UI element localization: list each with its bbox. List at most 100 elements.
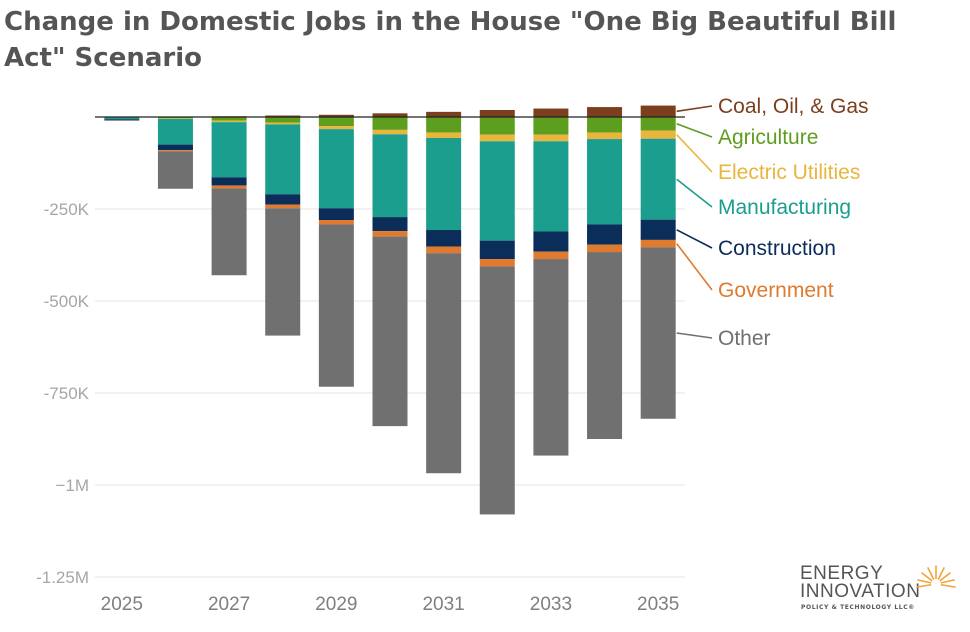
bar-segment bbox=[265, 204, 301, 209]
legend-label: Government bbox=[718, 279, 834, 302]
bar-segment bbox=[587, 224, 623, 245]
bar-segment bbox=[265, 117, 301, 123]
bar-segment bbox=[533, 259, 569, 456]
legend: Coal, Oil, & Gas Agriculture Electric Util… bbox=[676, 95, 869, 350]
legend-label: Construction bbox=[718, 237, 836, 260]
bar-segment bbox=[372, 129, 408, 135]
bar-segment bbox=[640, 239, 676, 248]
x-tick-label: 2029 bbox=[315, 594, 357, 615]
bar-segment bbox=[587, 139, 623, 225]
bar-segment bbox=[640, 219, 676, 240]
bar-segment bbox=[479, 141, 515, 241]
bar-segment bbox=[426, 132, 462, 138]
legend-label: Electric Utilities bbox=[718, 161, 860, 184]
legend-leader-line bbox=[676, 134, 713, 173]
bar-segment bbox=[318, 126, 354, 130]
y-tick-label: -250K bbox=[44, 200, 90, 219]
bar-segment bbox=[640, 117, 676, 131]
bar-segment bbox=[426, 229, 462, 247]
legend-label: Agriculture bbox=[718, 126, 818, 149]
legend-label: Coal, Oil, & Gas bbox=[718, 95, 869, 118]
bar-segment bbox=[640, 130, 676, 139]
bar-segment bbox=[211, 120, 247, 123]
bar-segment bbox=[211, 177, 247, 186]
x-tick-label: 2031 bbox=[422, 594, 464, 615]
y-tick-label: -1.25M bbox=[36, 568, 89, 587]
logo-line2: INNOVATION bbox=[800, 581, 921, 602]
bar-segment bbox=[426, 117, 462, 133]
bar-segment bbox=[318, 224, 354, 387]
bars bbox=[104, 105, 676, 515]
legend-leader-line bbox=[676, 243, 713, 291]
legend-label: Manufacturing bbox=[718, 196, 851, 219]
bar-segment bbox=[157, 118, 193, 145]
legend-leader-line bbox=[676, 105, 713, 113]
bar-segment bbox=[479, 266, 515, 515]
bar-segment bbox=[426, 137, 462, 230]
x-tick-label: 2025 bbox=[101, 594, 143, 615]
bar-segment bbox=[372, 117, 408, 130]
bar-segment bbox=[533, 141, 569, 232]
bar-segment bbox=[265, 115, 301, 117]
bar-segment bbox=[587, 132, 623, 140]
bar-segment bbox=[426, 246, 462, 254]
bar-segment bbox=[533, 117, 569, 135]
bar-segment bbox=[104, 119, 140, 121]
x-tick-label: 2027 bbox=[208, 594, 250, 615]
bar-segment bbox=[318, 208, 354, 221]
bar-segment bbox=[533, 251, 569, 260]
bar-segment bbox=[372, 231, 408, 237]
bar-segment bbox=[318, 220, 354, 225]
bar-segment bbox=[318, 114, 354, 117]
bar-segment bbox=[318, 129, 354, 209]
y-tick-label: -500K bbox=[44, 292, 90, 311]
legend-leader-line bbox=[676, 332, 713, 339]
bar-segment bbox=[426, 253, 462, 474]
chart-title: Change in Domestic Jobs in the House "On… bbox=[4, 7, 897, 73]
bar-segment bbox=[265, 124, 301, 195]
bar-segment bbox=[157, 144, 193, 151]
bar-segment bbox=[533, 134, 569, 142]
x-tick-label: 2035 bbox=[637, 594, 679, 615]
bar-segment bbox=[104, 117, 140, 120]
sun-burst-icon bbox=[916, 565, 956, 589]
bar-segment bbox=[157, 150, 193, 152]
bar-segment bbox=[479, 240, 515, 260]
legend-leader-line bbox=[676, 123, 713, 138]
bar-segment bbox=[372, 134, 408, 218]
bar-segment bbox=[587, 117, 623, 133]
bar-segment bbox=[426, 111, 462, 117]
bar-segment bbox=[372, 113, 408, 117]
bar-segment bbox=[265, 208, 301, 336]
bar-segment bbox=[479, 117, 515, 135]
bar-segment bbox=[372, 217, 408, 232]
bar-segment bbox=[157, 118, 193, 119]
bar-segment bbox=[587, 107, 623, 117]
y-tick-label: −1M bbox=[55, 476, 89, 495]
energy-innovation-logo: ENERGY INNOVATION POLICY & TECHNOLOGY LL… bbox=[800, 560, 965, 620]
bar-segment bbox=[211, 117, 247, 121]
bar-segment bbox=[318, 117, 354, 127]
bar-segment bbox=[479, 259, 515, 267]
bar-segment bbox=[211, 122, 247, 178]
legend-leader-line bbox=[676, 229, 713, 249]
bar-segment bbox=[211, 188, 247, 276]
y-tick-label: -750K bbox=[44, 384, 90, 403]
bar-segment bbox=[587, 244, 623, 253]
bar-segment bbox=[533, 108, 569, 117]
bar-segment bbox=[640, 138, 676, 220]
bar-segment bbox=[372, 236, 408, 427]
bar-segment bbox=[587, 252, 623, 439]
bar-segment bbox=[211, 185, 247, 189]
bar-segment bbox=[640, 105, 676, 117]
logo-tagline: POLICY & TECHNOLOGY LLC® bbox=[801, 604, 915, 611]
bar-segment bbox=[104, 119, 140, 121]
bar-segment bbox=[479, 110, 515, 117]
bar-segment bbox=[640, 247, 676, 419]
bar-segment bbox=[479, 134, 515, 142]
bar-segment bbox=[533, 231, 569, 252]
x-tick-label: 2033 bbox=[530, 594, 572, 615]
bar-segment bbox=[265, 122, 301, 125]
legend-leader-line bbox=[676, 178, 713, 208]
